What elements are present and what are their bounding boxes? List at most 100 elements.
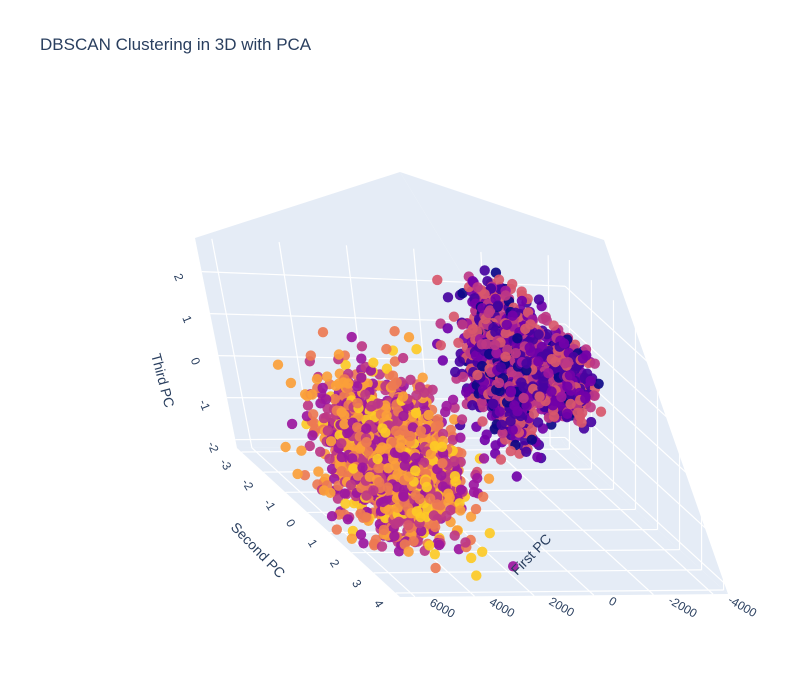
x-tick-label: 6000 xyxy=(427,595,457,621)
grid-x-floor xyxy=(490,445,654,596)
z-tick-label: 2 xyxy=(171,271,187,283)
data-point xyxy=(419,387,430,398)
data-point xyxy=(313,466,324,477)
data-point xyxy=(339,488,350,499)
data-point xyxy=(505,415,516,427)
data-point xyxy=(380,453,391,465)
data-point xyxy=(427,384,438,395)
grid-y-floor xyxy=(373,569,702,574)
data-point xyxy=(321,371,333,382)
data-point xyxy=(479,289,490,300)
data-point xyxy=(391,377,402,388)
data-point xyxy=(378,496,389,508)
data-point xyxy=(534,391,545,402)
data-point xyxy=(478,491,489,502)
data-point xyxy=(416,525,427,537)
x-tick-label: 4000 xyxy=(487,595,517,621)
data-point xyxy=(593,378,604,389)
data-point xyxy=(392,469,403,480)
data-point xyxy=(500,290,511,301)
data-point xyxy=(343,378,354,389)
data-point xyxy=(333,349,345,360)
data-point xyxy=(449,414,460,425)
data-point xyxy=(325,487,336,498)
data-point xyxy=(346,331,357,343)
data-point xyxy=(430,562,441,574)
data-point xyxy=(311,373,323,385)
z-axis-ticks: -2 -1 0 1 2 xyxy=(171,271,222,454)
data-point xyxy=(428,518,439,530)
data-point xyxy=(336,451,347,463)
data-point xyxy=(352,381,363,392)
data-point xyxy=(407,422,419,433)
data-point xyxy=(453,337,464,348)
data-point xyxy=(483,473,495,484)
data-point xyxy=(415,511,426,523)
z-tick-label: 0 xyxy=(188,355,204,367)
data-point xyxy=(405,430,416,442)
data-point xyxy=(532,451,543,463)
grid-y-floor xyxy=(395,589,724,594)
data-point xyxy=(320,394,332,405)
y-tick-label: 1 xyxy=(305,537,321,550)
data-point xyxy=(454,356,465,367)
data-point xyxy=(340,498,351,509)
data-point xyxy=(479,265,490,276)
data-point xyxy=(500,351,511,362)
data-point xyxy=(390,425,402,437)
data-point xyxy=(449,471,461,482)
z-axis-title: Third PC xyxy=(148,352,178,409)
data-point xyxy=(548,320,559,331)
grid-x-floor xyxy=(251,447,416,598)
data-point xyxy=(430,421,441,432)
data-point xyxy=(362,446,374,457)
data-point xyxy=(360,512,372,523)
data-point xyxy=(285,377,297,389)
data-point xyxy=(296,445,307,456)
data-point xyxy=(437,458,448,469)
data-point xyxy=(356,341,368,352)
data-point xyxy=(405,374,416,385)
data-point xyxy=(493,274,505,285)
data-point xyxy=(346,533,358,544)
data-point xyxy=(389,326,400,337)
y-tick-label: 3 xyxy=(349,577,365,590)
data-point xyxy=(381,443,393,454)
data-point xyxy=(396,436,407,447)
data-point xyxy=(428,510,440,521)
data-point xyxy=(521,358,532,369)
grid-x-floor xyxy=(549,444,714,595)
data-point xyxy=(389,356,401,367)
data-point xyxy=(397,391,409,402)
data-point xyxy=(292,468,303,480)
data-point xyxy=(455,505,466,516)
data-point xyxy=(489,339,501,351)
data-point xyxy=(550,356,561,368)
data-point xyxy=(414,493,425,505)
data-point xyxy=(449,530,460,541)
data-point xyxy=(478,453,490,464)
data-point xyxy=(477,546,488,557)
data-point xyxy=(358,538,369,549)
data-point xyxy=(435,340,446,351)
data-point xyxy=(317,327,329,338)
data-point xyxy=(445,504,456,516)
data-point xyxy=(512,333,523,344)
data-point xyxy=(495,362,506,373)
data-point xyxy=(455,432,466,443)
data-point xyxy=(468,486,480,498)
grid-z-yz xyxy=(564,285,729,436)
data-point xyxy=(505,387,517,398)
data-point xyxy=(492,300,504,311)
data-point xyxy=(436,441,448,452)
data-point xyxy=(381,410,392,421)
data-point xyxy=(461,386,472,398)
data-point xyxy=(444,492,455,503)
data-point xyxy=(533,329,544,340)
data-point xyxy=(382,482,393,493)
data-point xyxy=(272,359,284,370)
data-point xyxy=(347,453,358,464)
data-point xyxy=(537,382,548,393)
